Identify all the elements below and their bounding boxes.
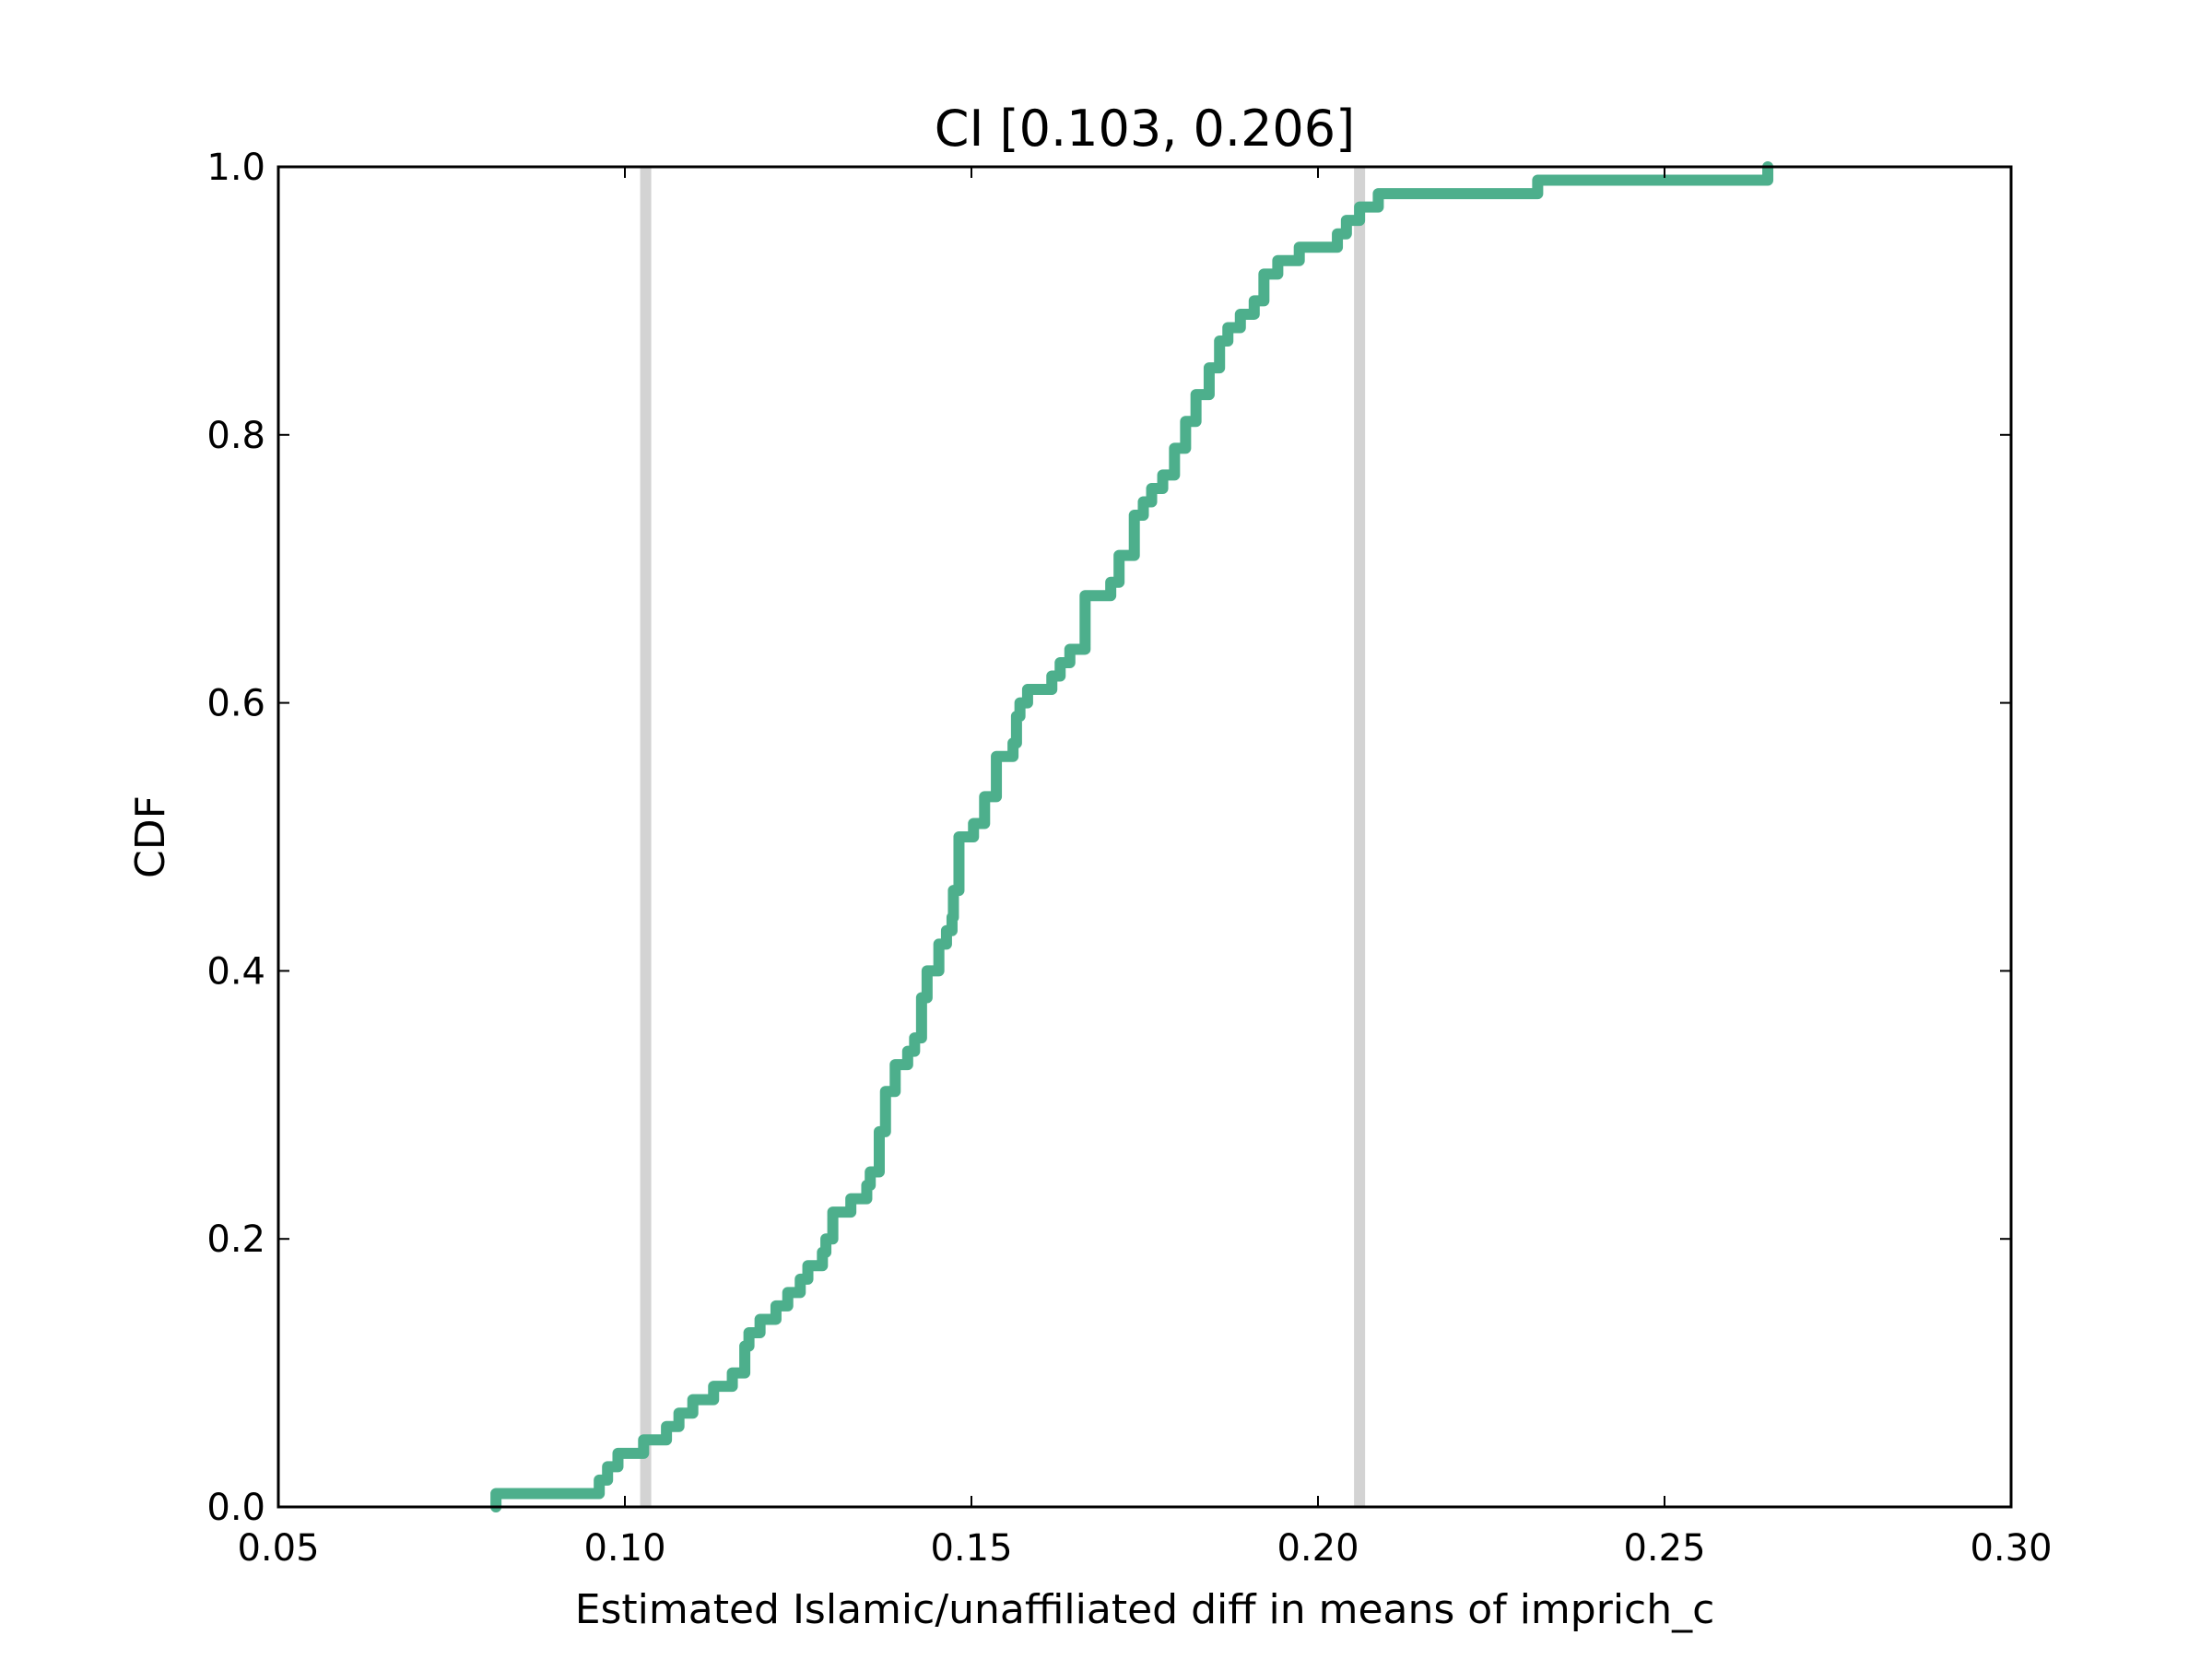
y-tick-label: 0.6 [206, 683, 265, 725]
y-tick-label: 0.0 [206, 1487, 265, 1529]
y-tick-labels: 0.0 0.2 0.4 0.6 0.8 1.0 [206, 147, 265, 1529]
x-tick-label: 0.10 [583, 1527, 665, 1570]
y-tick-label: 0.4 [206, 950, 265, 993]
y-tick-label: 0.8 [206, 415, 265, 457]
series-layer [490, 161, 1774, 1512]
cdf-series-line [490, 161, 1774, 1512]
y-axis-label: CDF [127, 795, 174, 878]
y-tick-label: 0.2 [206, 1218, 265, 1261]
x-axis-label: Estimated Islamic/unaffiliated diff in m… [575, 1586, 1715, 1633]
y-tick-label: 1.0 [206, 147, 265, 189]
plot-frame [276, 165, 2013, 1509]
tick-marks [277, 166, 2012, 1508]
x-tick-label: 0.05 [237, 1527, 319, 1570]
x-tick-label: 0.15 [930, 1527, 1012, 1570]
x-tick-labels: 0.05 0.10 0.15 0.20 0.25 0.30 [237, 1527, 2052, 1570]
x-tick-label: 0.20 [1277, 1527, 1359, 1570]
x-tick-label: 0.30 [1970, 1527, 2052, 1570]
x-tick-label: 0.25 [1623, 1527, 1705, 1570]
ci-lines [640, 167, 1366, 1507]
chart-title: CI [0.103, 0.206] [935, 100, 1355, 158]
